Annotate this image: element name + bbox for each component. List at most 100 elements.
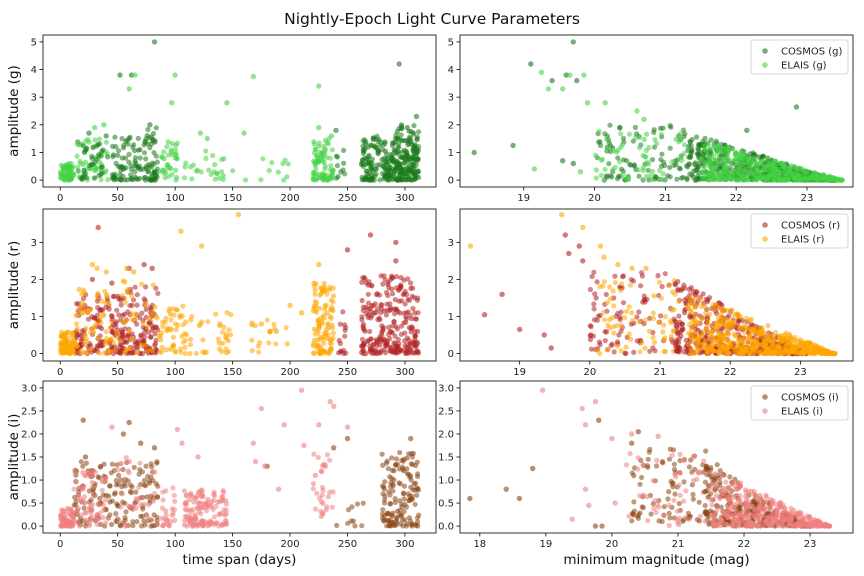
data-point (117, 176, 123, 183)
data-point (777, 177, 783, 183)
data-point (126, 504, 132, 510)
data-point (391, 318, 397, 325)
data-point (316, 124, 322, 131)
data-point (79, 309, 85, 315)
data-point (164, 144, 170, 150)
data-point (298, 387, 305, 393)
data-point (632, 124, 639, 130)
data-point (695, 335, 701, 342)
data-point (716, 349, 722, 355)
data-point (377, 317, 383, 323)
data-point (138, 332, 144, 338)
data-point (132, 174, 138, 180)
data-point (381, 347, 387, 353)
data-point (194, 493, 200, 499)
data-point (548, 345, 554, 351)
data-point (149, 348, 155, 354)
data-point (160, 324, 166, 330)
data-point (171, 312, 177, 318)
data-point (725, 344, 731, 350)
data-point (698, 315, 705, 321)
data-point (412, 501, 418, 507)
data-point (714, 462, 720, 468)
data-point (389, 455, 395, 461)
data-point (249, 348, 255, 354)
data-point (398, 132, 404, 138)
data-point (344, 247, 351, 253)
y-tick-label: 0 (31, 349, 37, 360)
data-point (192, 516, 198, 522)
data-point (145, 515, 151, 521)
data-point (204, 504, 210, 510)
data-point (659, 177, 665, 183)
data-point (87, 521, 93, 527)
data-point (334, 163, 340, 169)
data-point (620, 274, 626, 280)
data-point (329, 147, 335, 153)
data-point (220, 176, 226, 182)
data-point (729, 340, 735, 346)
data-point (109, 461, 115, 467)
data-point (101, 122, 107, 128)
data-point (399, 298, 405, 304)
data-point (736, 343, 742, 349)
y-tick-label: 1 (31, 312, 37, 323)
data-point (168, 166, 174, 172)
x-tick-label: 20 (583, 367, 596, 378)
data-point (416, 129, 422, 135)
data-point (610, 148, 616, 154)
data-point (172, 498, 178, 504)
data-point (80, 303, 86, 309)
data-point (113, 320, 119, 327)
data-point (171, 492, 177, 498)
data-point (143, 156, 149, 162)
data-point (415, 169, 421, 175)
data-point (138, 495, 144, 501)
data-point (118, 504, 124, 510)
data-point (361, 147, 367, 153)
data-point (692, 312, 698, 318)
data-point (405, 344, 411, 350)
data-point (211, 514, 218, 520)
data-point (316, 321, 322, 327)
data-point (203, 148, 209, 154)
data-point (410, 130, 416, 136)
data-point (775, 173, 781, 179)
data-point (481, 312, 488, 318)
data-point (628, 336, 634, 342)
data-point (709, 329, 715, 335)
data-point (408, 435, 414, 442)
data-point (312, 506, 319, 512)
y-tick-label: 0.5 (21, 499, 37, 510)
data-point (384, 289, 390, 295)
data-point (601, 279, 608, 285)
data-point (321, 312, 327, 318)
data-point (624, 158, 630, 164)
data-point (403, 177, 409, 183)
data-point (125, 478, 131, 484)
data-point (115, 293, 121, 299)
data-point (177, 314, 183, 320)
data-point (386, 284, 392, 291)
data-point (367, 306, 374, 312)
data-point (408, 477, 414, 483)
data-point (792, 338, 798, 344)
data-point (414, 134, 420, 140)
data-point (75, 497, 81, 503)
data-point (271, 321, 277, 327)
data-point (172, 147, 179, 153)
data-point (681, 282, 687, 288)
data-point (392, 297, 398, 303)
data-point (181, 488, 187, 494)
data-point (223, 350, 229, 356)
data-point (661, 504, 667, 510)
data-point (761, 330, 767, 337)
data-point (710, 301, 717, 308)
x-tick-label: 19 (513, 367, 526, 378)
data-point (149, 160, 155, 166)
data-point (79, 299, 85, 305)
data-point (79, 512, 85, 518)
data-point (772, 177, 778, 183)
data-point (709, 338, 716, 344)
data-point (138, 440, 144, 446)
